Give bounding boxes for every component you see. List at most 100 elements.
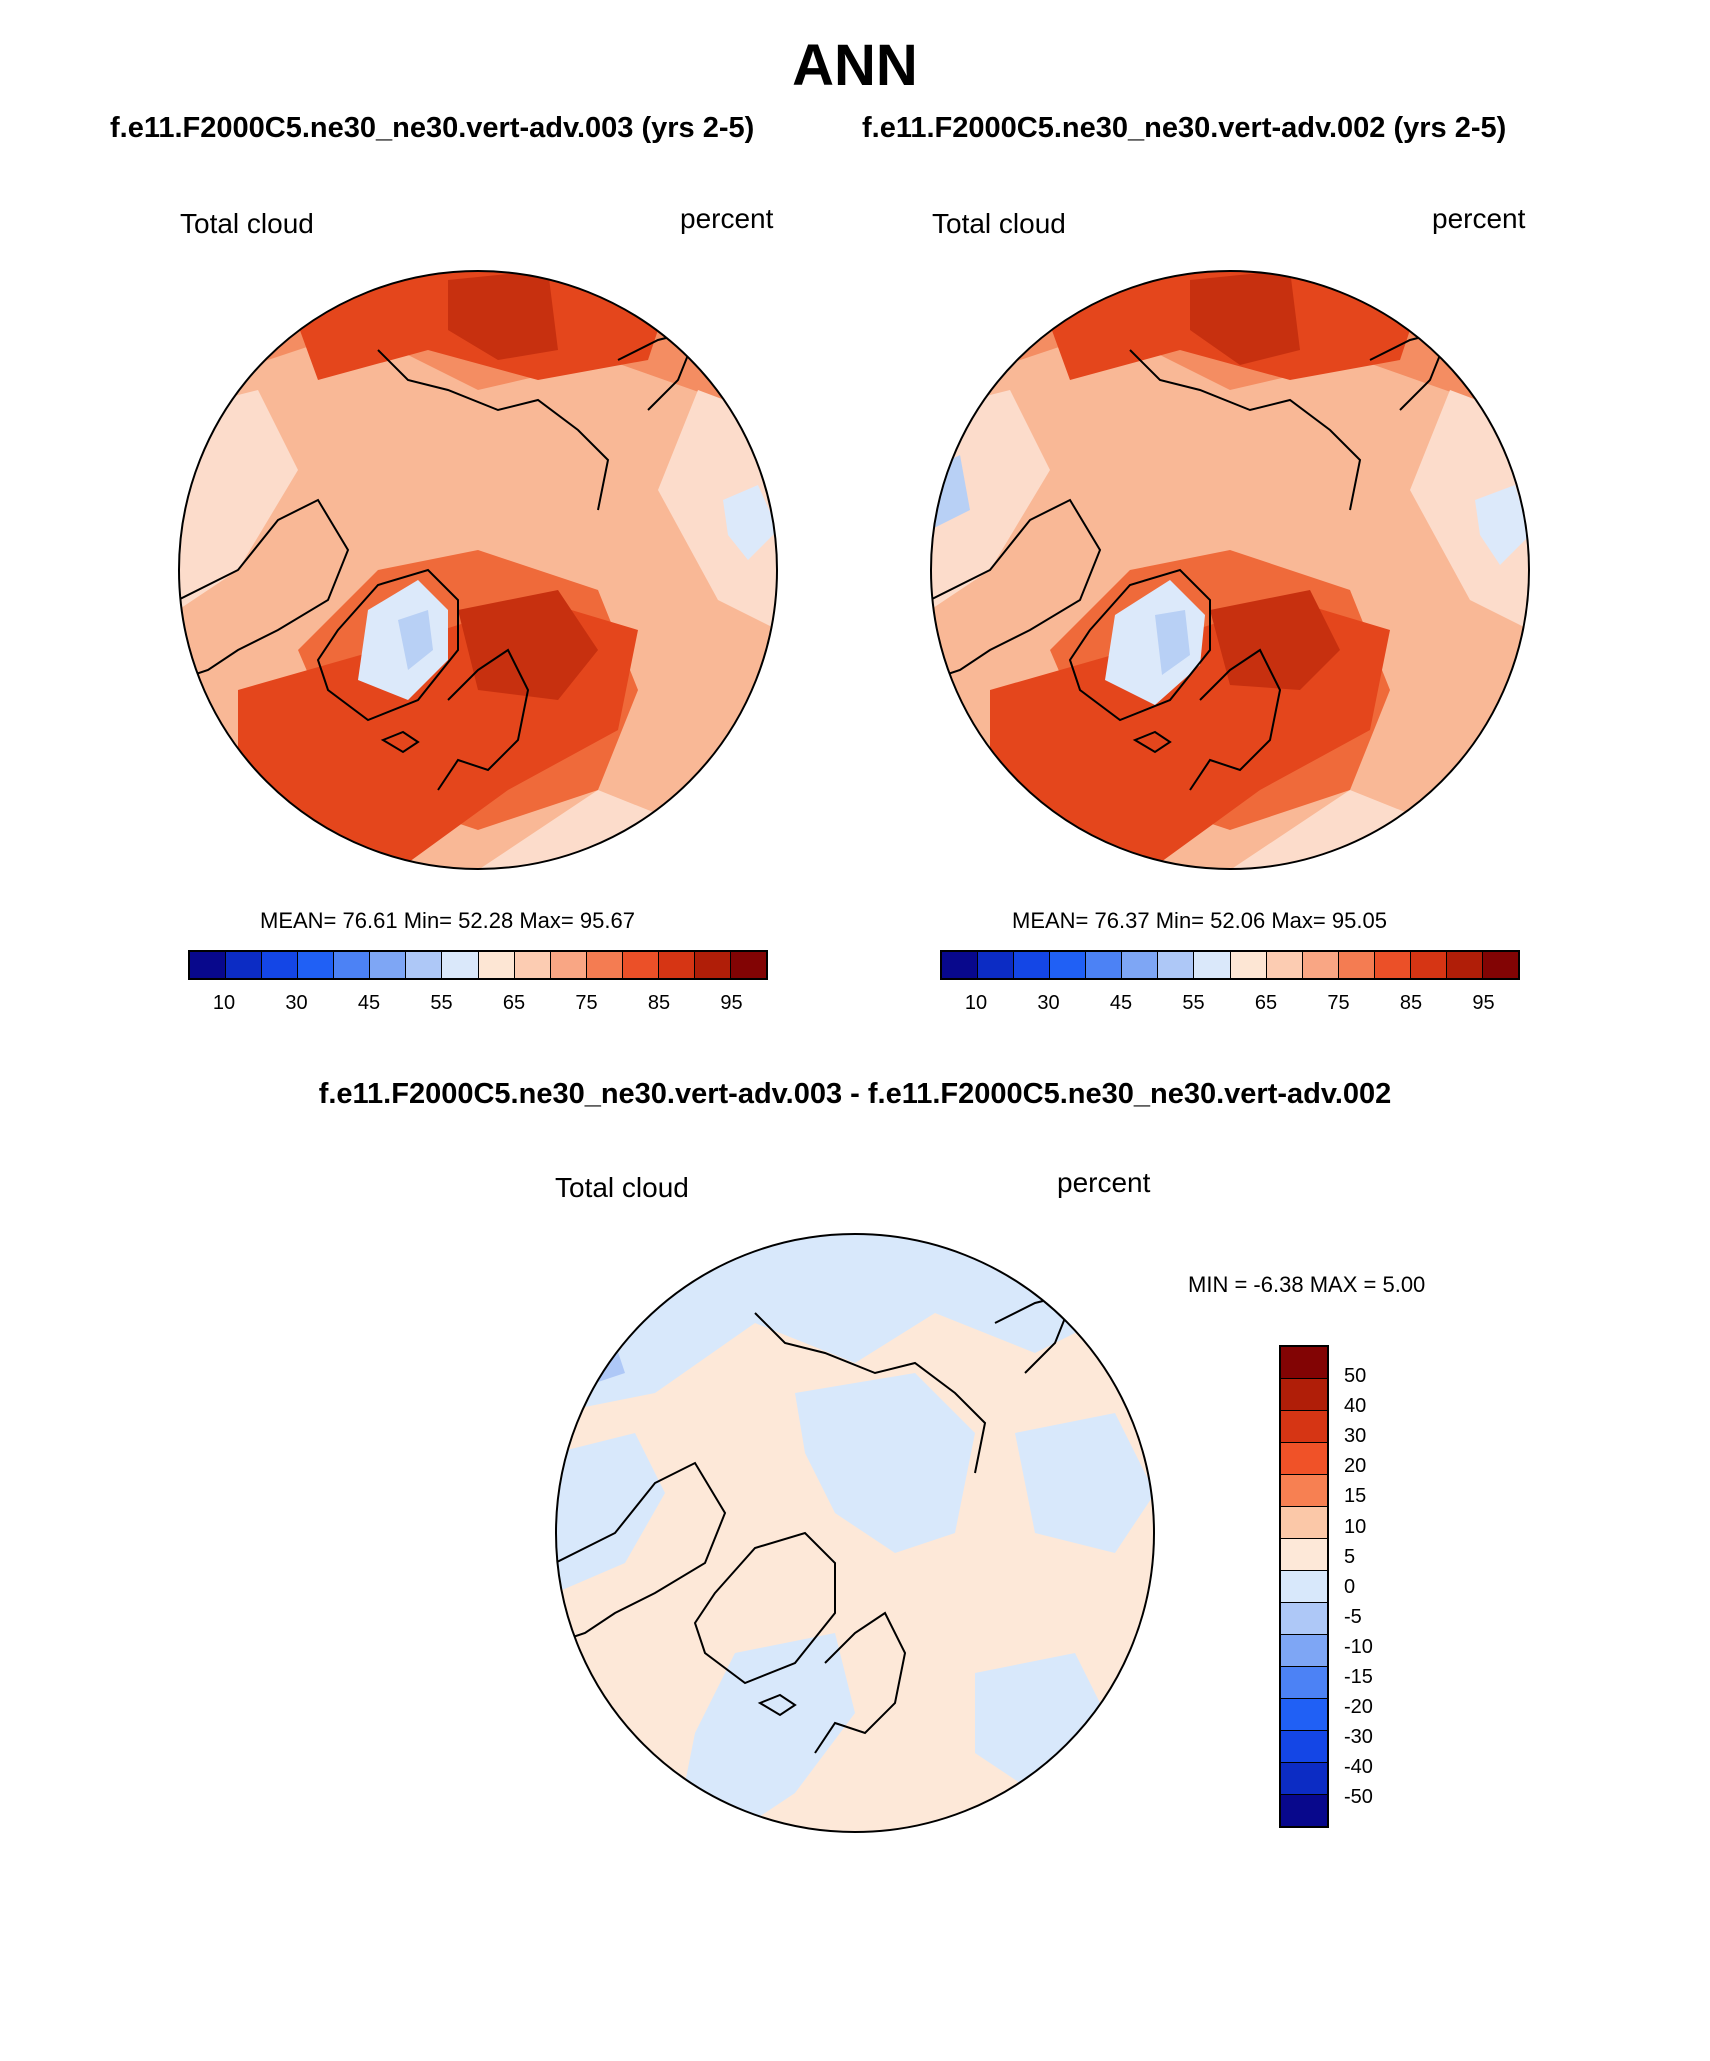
field-bering-ice [1475, 485, 1529, 565]
diff-title: f.e11.F2000C5.ne30_ne30.vert-adv.003 - f… [318, 1078, 1392, 1110]
colorbar-swatch [978, 952, 1015, 978]
colorbar-swatch [442, 952, 479, 978]
case2-title: f.e11.F2000C5.ne30_ne30.vert-adv.002 (yr… [862, 112, 1507, 144]
panel2-min-label: Min= [1155, 908, 1205, 933]
colorbar-swatch [1374, 952, 1411, 978]
colorbar-swatch [1281, 1763, 1327, 1795]
colorbar-swatch [1194, 952, 1231, 978]
colorbar-tick-label: 40 [1344, 1395, 1367, 1418]
colorbar-tick-label: 75 [1327, 992, 1350, 1014]
panel1-units-label: percent [680, 203, 774, 234]
panel2-colorbar [940, 950, 1520, 980]
panel1-mean-value: 76.61 [342, 908, 398, 933]
diff-stats: MIN = -6.38 MAX = 5.00 [1188, 1272, 1425, 1298]
field-band-darker-norway [1210, 590, 1340, 690]
colorbar-swatch [1281, 1667, 1327, 1699]
field-neg-west [556, 1433, 665, 1593]
colorbar-swatch [658, 952, 695, 978]
panel1-variable-label: Total cloud [180, 208, 314, 239]
colorbar-swatch [1281, 1411, 1327, 1443]
figure-title: ANN [792, 33, 918, 98]
colorbar-swatch [622, 952, 659, 978]
colorbar-swatch [1281, 1635, 1327, 1667]
field-neg-center [795, 1373, 975, 1553]
colorbar-swatch [1482, 952, 1518, 978]
colorbar-swatch [1281, 1731, 1327, 1763]
panel2-map-border [930, 270, 1530, 870]
colorbar-swatch [1158, 952, 1195, 978]
coastline-scandinavia [1189, 648, 1282, 791]
field-greenland-ice2 [398, 610, 433, 670]
coastline-scandinavia [814, 1611, 907, 1754]
colorbar-tick-label: 65 [502, 992, 526, 1014]
field-band-pale-east [658, 390, 777, 630]
field-greenland-ice2 [1155, 610, 1190, 675]
colorbar-swatch [478, 952, 515, 978]
case1-title: f.e11.F2000C5.ne30_ne30.vert-adv.003 (yr… [110, 112, 755, 144]
diff-colorbar [1279, 1345, 1329, 1828]
colorbar-swatch [1281, 1603, 1327, 1635]
field-neg-east [1015, 1413, 1154, 1553]
colorbar-tick-label: 55 [430, 992, 453, 1014]
colorbar-swatch [1281, 1795, 1327, 1826]
coastline-greenland [1068, 568, 1211, 722]
colorbar-tick-label: -30 [1344, 1726, 1373, 1749]
panel2-variable-label: Total cloud [932, 208, 1066, 239]
panel1-min-label: Min= [403, 908, 453, 933]
colorbar-swatch [1410, 952, 1447, 978]
coastline-greenland [693, 1531, 836, 1685]
colorbar-swatch [1281, 1699, 1327, 1731]
colorbar-swatch [370, 952, 407, 978]
colorbar-tick-label: 45 [1109, 992, 1133, 1014]
colorbar-swatch [1122, 952, 1159, 978]
diff-max-label: MAX = [1309, 1272, 1377, 1297]
panel2-max-value: 95.05 [1331, 908, 1387, 933]
panel2-contour-field [931, 271, 1529, 869]
colorbar-swatch [1281, 1571, 1327, 1603]
panel1-max-label: Max= [519, 908, 574, 933]
coastline-canada [179, 498, 350, 681]
colorbar-tick-label: -10 [1344, 1635, 1373, 1658]
colorbar-swatch [1281, 1507, 1327, 1539]
field-bering-ice [723, 485, 777, 560]
colorbar-swatch [694, 952, 731, 978]
coastline-iceland [380, 730, 420, 754]
colorbar-swatch [730, 952, 766, 978]
coastline-scandinavia [437, 648, 530, 791]
colorbar-tick-label: 85 [647, 992, 671, 1014]
colorbar-tick-label: 30 [1344, 1425, 1367, 1448]
colorbar-swatch [514, 952, 551, 978]
panel1-polar-map [178, 270, 778, 870]
panel2-mean-value: 76.37 [1094, 908, 1150, 933]
coastline-siberia [1129, 349, 1362, 511]
colorbar-swatch [1281, 1475, 1327, 1507]
colorbar-tick-label: 10 [964, 992, 988, 1014]
colorbar-tick-label: -40 [1344, 1756, 1373, 1779]
panel1-contour-field [179, 271, 777, 869]
colorbar-tick-label: 0 [1344, 1575, 1356, 1598]
colorbar-swatch [262, 952, 299, 978]
diff-polar-map [555, 1233, 1155, 1833]
colorbar-tick-label: 5 [1344, 1545, 1356, 1568]
diff-contour-field [556, 1234, 1154, 1832]
field-neg-north [556, 1234, 1154, 1413]
colorbar-tick-label: 45 [357, 992, 381, 1014]
colorbar-swatch [1281, 1379, 1327, 1411]
colorbar-tick-label: 95 [1472, 992, 1495, 1014]
colorbar-tick-label: -5 [1344, 1605, 1362, 1628]
colorbar-tick-label: 75 [575, 992, 598, 1014]
colorbar-swatch [1302, 952, 1339, 978]
colorbar-swatch [1338, 952, 1375, 978]
colorbar-swatch [1014, 952, 1051, 978]
diff-max-value: 5.00 [1382, 1272, 1426, 1297]
panel2-mean-label: MEAN= [1012, 908, 1089, 933]
colorbar-tick-label: 15 [1344, 1485, 1367, 1508]
colorbar-swatch [550, 952, 587, 978]
colorbar-tick-label: 65 [1254, 992, 1278, 1014]
colorbar-tick-label: 50 [1344, 1365, 1367, 1387]
colorbar-tick-label: 85 [1399, 992, 1423, 1014]
panel2-max-label: Max= [1271, 908, 1326, 933]
diff-map-border [555, 1233, 1155, 1833]
colorbar-swatch [1281, 1539, 1327, 1571]
coastline-siberia [377, 349, 610, 511]
